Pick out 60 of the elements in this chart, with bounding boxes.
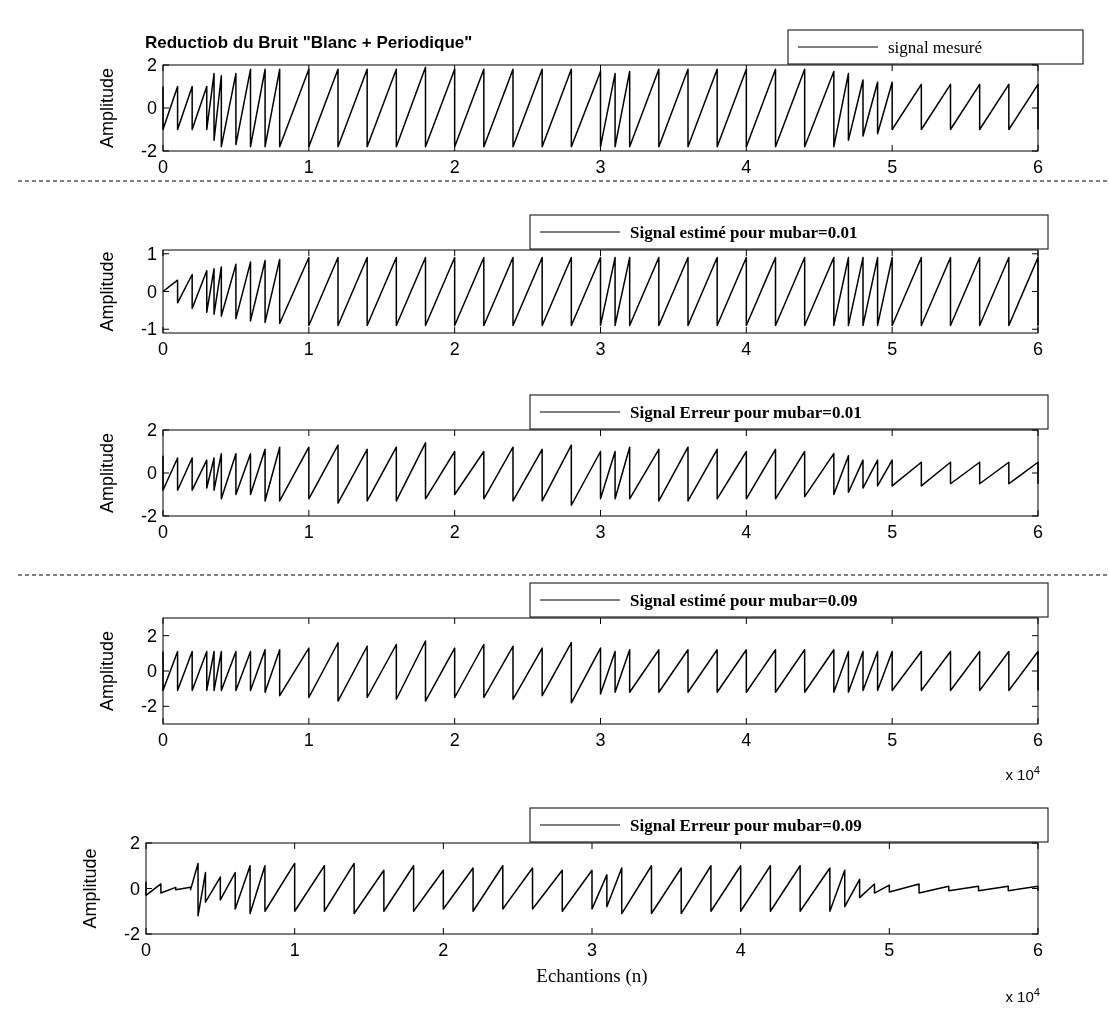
x-tick-label: 6: [1032, 157, 1044, 177]
y-axis-title: Amplitude: [97, 67, 117, 149]
x-tick-label: 2: [449, 522, 460, 542]
x-tick-label: 5: [887, 339, 898, 359]
x-axis-title: Echantions (n): [536, 965, 648, 987]
legend-label: Signal estimé pour mubar=0.01: [630, 223, 858, 242]
x-tick-label: 4: [741, 157, 752, 177]
x-tick-label: 5: [887, 157, 898, 177]
y-tick-label: 0: [129, 878, 140, 899]
x-tick-label: 6: [1032, 522, 1044, 542]
x-tick-label: 3: [595, 730, 606, 750]
x-tick-label: 3: [595, 522, 606, 542]
x-tick-label: 5: [887, 522, 898, 542]
x-tick-label: 3: [595, 339, 606, 359]
y-tick-label: 2: [146, 625, 157, 646]
x-tick-label: 2: [438, 940, 449, 960]
y-tick-label: -2: [140, 696, 157, 717]
x-tick-label: 4: [741, 730, 752, 750]
y-axis-title: Amplitude: [80, 848, 100, 929]
chart-title: Reductiob du Bruit "Blanc + Periodique": [145, 33, 473, 52]
x-tick-label: 2: [449, 339, 460, 359]
y-axis-title: Amplitude: [97, 251, 117, 332]
line-series: [162, 66, 1039, 148]
legend-label: signal mesuré: [888, 38, 982, 57]
y-tick-label: 0: [146, 463, 157, 483]
x-tick-label: 1: [289, 940, 300, 960]
x-tick-label: 6: [1032, 940, 1044, 960]
x-tick-label: 1: [303, 522, 314, 542]
x-tick-label: 2: [449, 730, 460, 750]
text: x 10$^{4}$: [1005, 764, 1040, 783]
y-axis-title: Amplitude: [97, 432, 117, 514]
legend-label: Signal estimé pour mubar=0.09: [630, 591, 858, 610]
y-tick-label: -2: [140, 141, 157, 161]
y-tick-label: 2: [146, 55, 157, 75]
y-tick-label: 0: [146, 661, 157, 681]
x-tick-label: 4: [741, 339, 752, 359]
x-tick-label: 3: [586, 940, 598, 960]
y-tick-label: -2: [123, 924, 140, 944]
legend-label: Signal Erreur pour mubar=0.01: [630, 403, 862, 422]
x-tick-label: 1: [303, 339, 314, 359]
y-tick-label: -2: [140, 506, 157, 526]
x-tick-label: 6: [1032, 730, 1044, 750]
x-tick-label: 2: [449, 157, 460, 177]
x-tick-label: 1: [303, 730, 314, 750]
x-tick-label: 1: [303, 157, 314, 177]
x-tick-label: 5: [887, 730, 898, 750]
y-tick-label: 2: [129, 833, 140, 853]
y-tick-label: 0: [146, 281, 157, 302]
text: x 10$^{4}$: [1005, 986, 1040, 1005]
x-tick-label: 5: [884, 940, 895, 960]
x-tick-label: 4: [741, 522, 752, 542]
x-tick-label: 3: [595, 157, 606, 177]
x-tick-label: 6: [1032, 339, 1044, 359]
y-tick-label: 0: [146, 98, 157, 118]
y-axis-title: Amplitude: [97, 630, 117, 712]
y-tick-label: 2: [146, 420, 157, 440]
legend-label: Signal Erreur pour mubar=0.09: [630, 816, 862, 835]
x-tick-label: 4: [735, 940, 746, 960]
y-tick-label: -1: [140, 319, 157, 340]
y-tick-label: 1: [146, 243, 157, 264]
